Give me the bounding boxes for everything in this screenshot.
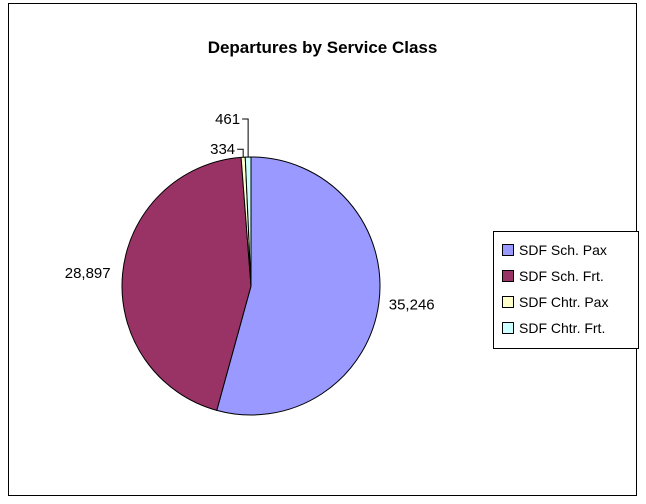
legend-item: SDF Chtr. Pax — [502, 289, 638, 315]
legend-swatch — [502, 296, 514, 308]
legend-swatch — [502, 322, 514, 334]
legend-swatch — [502, 270, 514, 282]
legend-item: SDF Sch. Frt. — [502, 263, 638, 289]
legend-swatch — [502, 244, 514, 256]
data-label: 35,246 — [389, 296, 435, 313]
legend-label: SDF Chtr. Pax — [519, 294, 609, 310]
data-label: 334 — [210, 141, 235, 158]
legend-label: SDF Chtr. Frt. — [519, 320, 606, 336]
leader-line — [242, 118, 249, 158]
legend-label: SDF Sch. Frt. — [519, 268, 604, 284]
leader-line — [237, 148, 244, 158]
data-label: 461 — [215, 111, 240, 128]
chart-area: Departures by Service Class 35,246 28,897… — [8, 3, 639, 496]
legend-label: SDF Sch. Pax — [519, 242, 607, 258]
legend: SDF Sch. Pax SDF Sch. Frt. SDF Chtr. Pax… — [493, 231, 639, 349]
chart-title: Departures by Service Class — [207, 38, 438, 57]
data-label: 28,897 — [65, 265, 111, 282]
legend-item: SDF Chtr. Frt. — [502, 315, 638, 341]
pie-chart: 35,246 28,897 334 461 — [65, 111, 435, 416]
legend-item: SDF Sch. Pax — [502, 237, 638, 263]
pie-slice — [121, 156, 252, 411]
pie-slice — [216, 156, 381, 416]
